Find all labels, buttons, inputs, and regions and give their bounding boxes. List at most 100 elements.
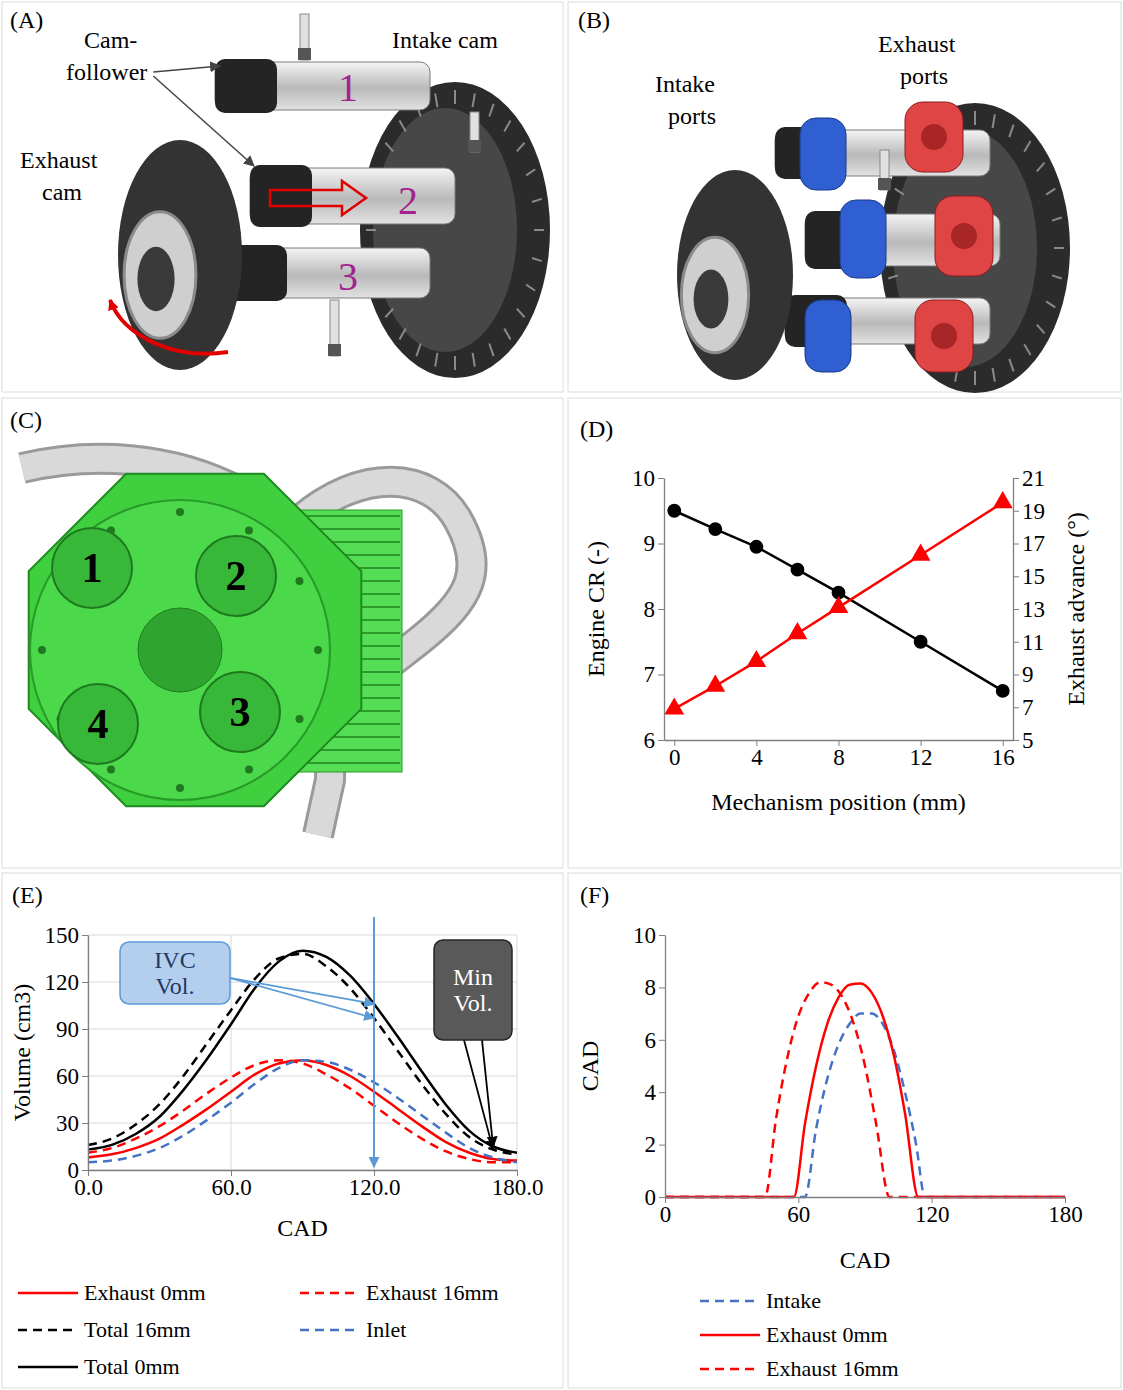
axis-line [88, 936, 89, 1171]
legend-swatch [700, 1300, 760, 1303]
panel-frame [2, 2, 563, 392]
tick-label: 15 [1022, 564, 1045, 589]
vent-slot [993, 368, 995, 382]
legend-swatch [700, 1368, 760, 1371]
x-axis: 0481216 [665, 740, 1015, 770]
tick-mark [1013, 478, 1019, 479]
vent-slot [1024, 141, 1030, 152]
cylinder-bore [200, 672, 280, 752]
vent-slot [385, 143, 393, 152]
tick: 12 [910, 740, 933, 770]
plot-data [665, 982, 1065, 1197]
tick: 120 [45, 970, 89, 995]
bolt-hole [245, 526, 253, 534]
panel-frame [2, 398, 563, 868]
vent-slot [517, 309, 525, 318]
y2-axis: 579111315171921 [1013, 466, 1045, 753]
tick: 2 [645, 1132, 666, 1157]
tick-mark [1013, 707, 1019, 708]
tick-mark [658, 675, 664, 676]
tick-mark [1013, 544, 1019, 545]
tick-label: 30 [56, 1111, 79, 1136]
legend-label: Exhaust 0mm [84, 1280, 206, 1305]
marker [791, 563, 805, 577]
tick-label: 9 [1022, 662, 1034, 687]
legend: Exhaust 0mmExhaust 16mmTotal 16mmInletTo… [18, 1280, 499, 1379]
vent-slot [526, 169, 535, 175]
tick: 0 [68, 1158, 89, 1183]
bolt-hole [245, 766, 253, 774]
marker [749, 540, 763, 554]
grid-line [88, 1076, 517, 1077]
vent-slot [435, 353, 437, 367]
vent-slot [454, 90, 456, 104]
vent-slot [400, 329, 406, 340]
annotation-arrow [230, 978, 374, 1004]
marker [914, 635, 928, 649]
tick: 19 [1013, 499, 1045, 524]
vent-slot [888, 275, 898, 278]
legend-label: Inlet [366, 1317, 406, 1342]
tick: 180 [1048, 1197, 1083, 1227]
legend-label: Intake [766, 1288, 821, 1313]
series-line [674, 503, 1002, 709]
vent-slot [1024, 344, 1030, 355]
label: Exhaust [20, 147, 98, 173]
legend-swatch [300, 1329, 360, 1332]
grid [88, 935, 517, 1170]
label: ports [900, 63, 948, 89]
tick: 150 [45, 923, 89, 948]
tick-label: 60 [56, 1064, 79, 1089]
tick-mark [659, 935, 665, 936]
spark-plug-tip [878, 178, 891, 190]
bearing [124, 212, 196, 339]
axis-line [89, 1170, 518, 1171]
tick-mark [1013, 576, 1019, 577]
tick-label: 120.0 [349, 1175, 401, 1200]
bolt-hole [296, 715, 304, 723]
vent-slot [1009, 359, 1013, 372]
axis-title: CAD [577, 1041, 603, 1092]
tick-label: 4 [645, 1080, 657, 1105]
tick: 180.0 [492, 1170, 544, 1200]
label: ports [668, 103, 716, 129]
tick: 120 [915, 1197, 950, 1227]
tick: 17 [1013, 531, 1045, 556]
marker [829, 596, 849, 613]
tick: 8 [644, 597, 665, 622]
legend: IntakeExhaust 0mmExhaust 16mm [700, 1288, 899, 1381]
tick: 90 [56, 1017, 88, 1042]
vent-slot [974, 371, 976, 385]
vent-slot [1037, 163, 1045, 172]
tick-label: 8 [645, 975, 657, 1000]
cylinder-bore [58, 684, 138, 764]
vent-slot [504, 121, 510, 132]
cylinder-number: 2 [398, 178, 418, 223]
tick-label: 60 [787, 1202, 810, 1227]
tick: 8 [833, 740, 845, 770]
tick-mark [658, 740, 664, 741]
vent-slot [1054, 247, 1064, 249]
marker [746, 650, 766, 667]
y-axis: 678910 [632, 466, 665, 753]
tick-label: 7 [1022, 695, 1034, 720]
axis-title: CAD [277, 1215, 328, 1241]
annotation-box [120, 942, 230, 1004]
legend-swatch [18, 1329, 78, 1332]
intake-port [805, 300, 851, 372]
tick-label: 4 [751, 745, 763, 770]
grid-line [88, 935, 89, 1170]
exhaust-cam [677, 170, 793, 380]
tick-mark [659, 1040, 665, 1041]
vent-slot [1037, 325, 1045, 334]
annotation-text: IVCVol. [154, 947, 195, 999]
vent-slot [473, 94, 475, 108]
x-axis: 060120180 [660, 1197, 1083, 1227]
panel-label: (F) [580, 882, 609, 908]
axis-title: Engine CR (-) [583, 541, 609, 677]
cylinder-number: 1 [338, 65, 358, 110]
tick-label: 10 [632, 466, 655, 491]
tick-label: 6 [645, 1028, 657, 1053]
marker [911, 544, 931, 561]
tick-label: 21 [1022, 466, 1045, 491]
